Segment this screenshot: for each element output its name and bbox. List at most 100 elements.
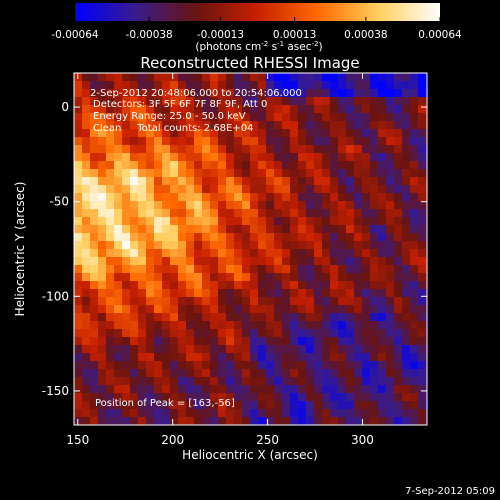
heatmap-cell [106, 265, 115, 274]
heatmap-cell [74, 113, 83, 122]
heatmap-cell [418, 105, 427, 114]
heatmap-cell [250, 369, 259, 378]
heatmap-cell [178, 89, 187, 98]
heatmap-cell [394, 385, 403, 394]
heatmap-cell [402, 409, 411, 418]
heatmap-cell [298, 393, 307, 402]
heatmap-cell [362, 409, 371, 418]
heatmap-cell [402, 289, 411, 298]
heatmap-cell [402, 73, 411, 82]
heatmap-cell [258, 265, 267, 274]
heatmap-cell [90, 161, 99, 170]
heatmap-cell [106, 137, 115, 146]
heatmap-cell [178, 177, 187, 186]
heatmap-cell [82, 305, 91, 314]
heatmap-cell [130, 89, 139, 98]
heatmap-cell [242, 281, 251, 290]
heatmap-cell [186, 377, 195, 386]
heatmap-cell [202, 121, 211, 130]
heatmap-cell [362, 137, 371, 146]
heatmap-cell [242, 129, 251, 138]
heatmap-cell [234, 89, 243, 98]
heatmap-cell [386, 177, 395, 186]
heatmap-cell [202, 225, 211, 234]
heatmap-cell [274, 257, 283, 266]
heatmap-cell [338, 161, 347, 170]
heatmap-cell [194, 97, 203, 106]
heatmap-cell [394, 233, 403, 242]
heatmap-cell [250, 161, 259, 170]
heatmap-cell [98, 161, 107, 170]
heatmap-cell [338, 225, 347, 234]
heatmap-cell [274, 329, 283, 338]
heatmap-cell [242, 153, 251, 162]
heatmap-cell [330, 345, 339, 354]
heatmap-cell [210, 305, 219, 314]
heatmap-cell [154, 417, 163, 425]
heatmap-cell [298, 273, 307, 282]
heatmap-cell [226, 225, 235, 234]
heatmap-cell [378, 337, 387, 346]
heatmap-cell [106, 193, 115, 202]
heatmap-cell [202, 257, 211, 266]
heatmap-cell [170, 153, 179, 162]
heatmap-cell [386, 417, 395, 425]
heatmap-cell [122, 361, 131, 370]
heatmap-cell [218, 225, 227, 234]
heatmap-cell [178, 345, 187, 354]
heatmap-cell [202, 89, 211, 98]
heatmap-cell [218, 353, 227, 362]
heatmap-cell [306, 145, 315, 154]
heatmap-cell [290, 137, 299, 146]
heatmap-cell [378, 289, 387, 298]
heatmap-cell [410, 97, 419, 106]
heatmap-cell [402, 257, 411, 266]
heatmap-cell [378, 297, 387, 306]
heatmap-cell [138, 409, 147, 418]
heatmap-cell [330, 233, 339, 242]
heatmap-cell [330, 369, 339, 378]
heatmap-cell [130, 193, 139, 202]
heatmap-cell [370, 193, 379, 202]
heatmap-cell [218, 377, 227, 386]
heatmap-cell [154, 241, 163, 250]
heatmap-cell [226, 81, 235, 90]
heatmap-cell [362, 177, 371, 186]
heatmap-cell [258, 273, 267, 282]
heatmap-cell [258, 185, 267, 194]
heatmap-cell [74, 217, 83, 226]
heatmap-cell [250, 193, 259, 202]
heatmap-cell [74, 97, 83, 106]
heatmap-cell [194, 225, 203, 234]
heatmap-cell [154, 257, 163, 266]
heatmap-cell [146, 89, 155, 98]
heatmap-cell [146, 105, 155, 114]
heatmap-cell [170, 305, 179, 314]
heatmap-cell [210, 169, 219, 178]
heatmap-cell [370, 113, 379, 122]
heatmap-cell [410, 329, 419, 338]
heatmap-cell [146, 121, 155, 130]
heatmap-cell [362, 385, 371, 394]
heatmap-cell [170, 81, 179, 90]
heatmap-cell [362, 241, 371, 250]
heatmap-cell [186, 137, 195, 146]
heatmap-cell [370, 289, 379, 298]
heatmap-cell [98, 73, 107, 82]
heatmap-cell [298, 233, 307, 242]
heatmap-cell [138, 121, 147, 130]
heatmap-cell [122, 177, 131, 186]
heatmap-cell [218, 217, 227, 226]
heatmap-cell [322, 201, 331, 210]
heatmap-cell [162, 313, 171, 322]
heatmap-cell [338, 361, 347, 370]
heatmap-cell [378, 417, 387, 425]
heatmap-cell [418, 177, 427, 186]
heatmap-cell [130, 121, 139, 130]
heatmap-cell [122, 97, 131, 106]
heatmap-cell [354, 257, 363, 266]
heatmap-cell [194, 161, 203, 170]
heatmap-cell [250, 273, 259, 282]
heatmap-cell [234, 297, 243, 306]
heatmap-cell [146, 153, 155, 162]
